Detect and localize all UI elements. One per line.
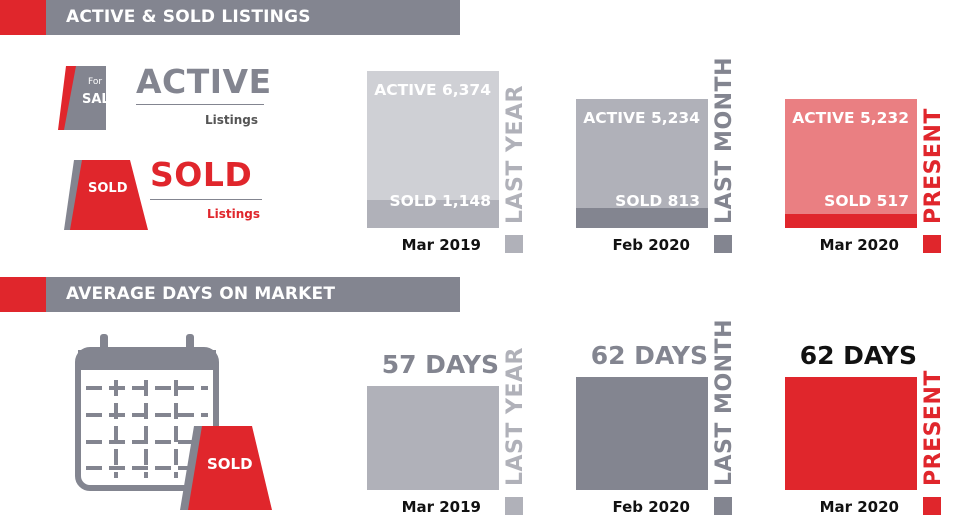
- period-label: LAST MONTH: [712, 319, 737, 486]
- sold-bar: [576, 207, 708, 228]
- date-label: Feb 2020: [612, 498, 690, 516]
- legend-active-sub: Listings: [205, 113, 259, 127]
- active-value-label: ACTIVE 5,234: [583, 109, 700, 128]
- days-bar: [785, 376, 917, 490]
- sold-sign-text: SOLD: [88, 181, 128, 196]
- period-label: LAST YEAR: [503, 347, 528, 486]
- sold-bar: [367, 199, 499, 228]
- date-label: Feb 2020: [612, 236, 690, 254]
- calendar-sold-sign-icon: [180, 426, 272, 510]
- sold-value-label: SOLD 1,148: [389, 192, 491, 210]
- sold-bar: [785, 214, 917, 228]
- days-value-label: 57 DAYS: [381, 349, 499, 379]
- period-marker: [714, 235, 732, 253]
- calendar-icon: [75, 334, 219, 491]
- days-bar: [367, 385, 499, 490]
- for-sale-small-text: For: [88, 77, 103, 87]
- sold-value-label: SOLD 813: [615, 192, 700, 210]
- legend-active-title: ACTIVE: [136, 62, 272, 101]
- days-bar: [576, 376, 708, 490]
- days-value-label: 62 DAYS: [799, 340, 917, 370]
- date-label: Mar 2019: [401, 236, 481, 254]
- section-title-days: AVERAGE DAYS ON MARKET: [46, 277, 460, 312]
- legend-sold-sub: Listings: [207, 207, 261, 221]
- period-marker: [923, 497, 941, 515]
- for-sale-big-text: SALE: [82, 92, 119, 107]
- active-bar: [576, 99, 708, 228]
- date-label: Mar 2019: [401, 498, 481, 516]
- calendar-sold-text: SOLD: [207, 455, 253, 473]
- legend-divider: [136, 104, 264, 105]
- legend-divider: [150, 199, 262, 200]
- date-label: Mar 2020: [819, 498, 899, 516]
- section-accent: [0, 0, 46, 35]
- period-label: LAST MONTH: [712, 57, 737, 224]
- days-value-label: 62 DAYS: [590, 340, 708, 370]
- sold-value-label: SOLD 517: [824, 192, 909, 210]
- period-label: LAST YEAR: [503, 85, 528, 224]
- period-label: PRESENT: [921, 370, 946, 486]
- active-value-label: ACTIVE 5,232: [792, 109, 909, 128]
- period-marker: [923, 235, 941, 253]
- sold-sign-icon: [64, 160, 148, 230]
- section-title-listings: ACTIVE & SOLD LISTINGS: [46, 0, 460, 35]
- period-label: PRESENT: [921, 108, 946, 224]
- for-sale-sign-icon: [58, 66, 106, 130]
- legend-sold-title: SOLD: [150, 155, 253, 194]
- active-value-label: ACTIVE 6,374: [374, 81, 491, 99]
- active-bar: [785, 99, 917, 228]
- date-label: Mar 2020: [819, 236, 899, 254]
- section-accent: [0, 277, 46, 312]
- period-marker: [505, 497, 523, 515]
- period-marker: [714, 497, 732, 515]
- period-marker: [505, 235, 523, 253]
